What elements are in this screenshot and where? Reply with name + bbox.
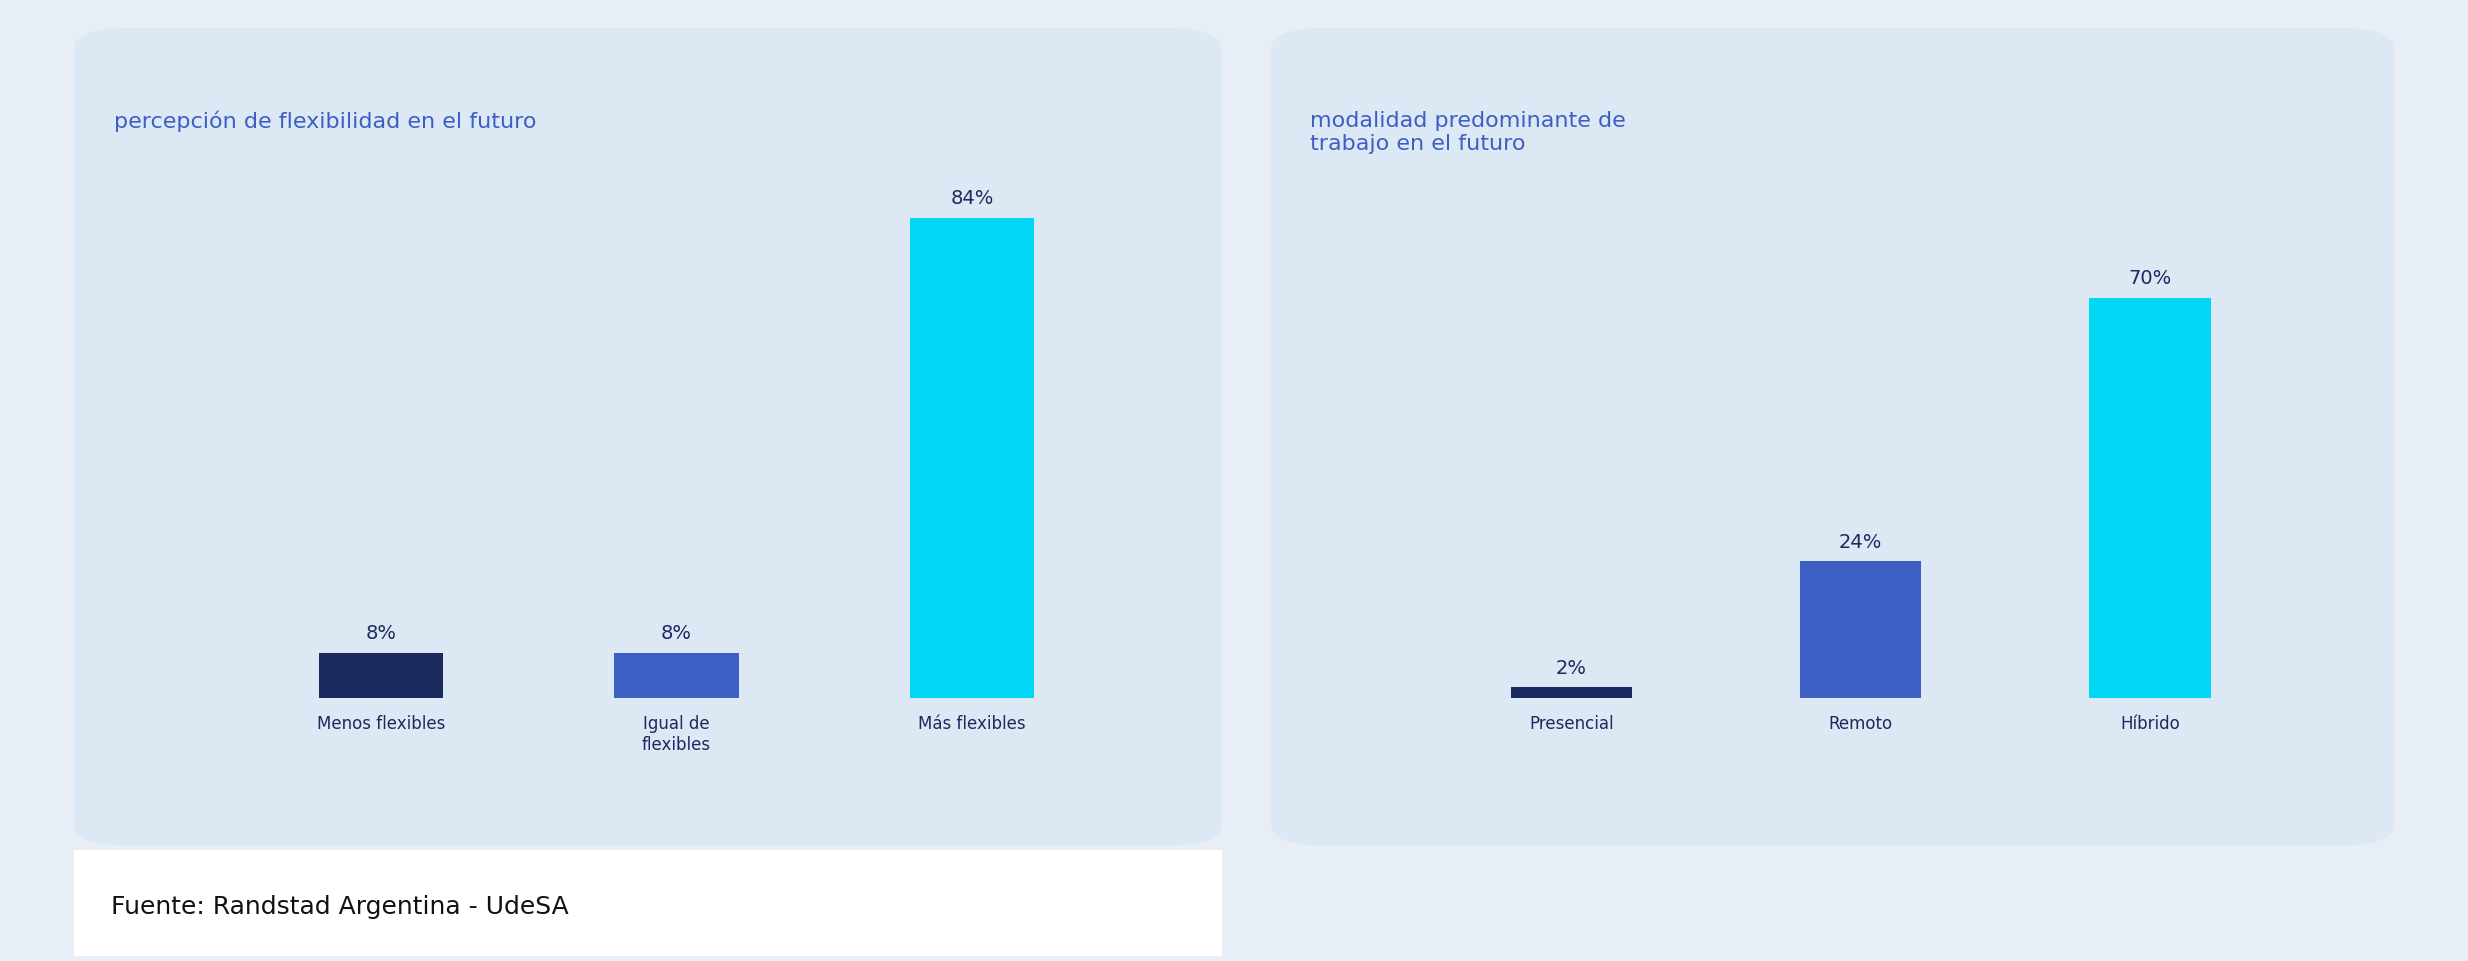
Text: percepción de flexibilidad en el futuro: percepción de flexibilidad en el futuro bbox=[114, 111, 536, 132]
Text: Fuente: Randstad Argentina - UdeSA: Fuente: Randstad Argentina - UdeSA bbox=[111, 894, 568, 918]
Text: 70%: 70% bbox=[2127, 269, 2172, 288]
Text: 2%: 2% bbox=[1555, 658, 1587, 677]
Text: modalidad predominante de
trabajo en el futuro: modalidad predominante de trabajo en el … bbox=[1311, 111, 1626, 154]
Text: 8%: 8% bbox=[365, 624, 397, 643]
Text: 84%: 84% bbox=[950, 189, 995, 208]
Bar bbox=[1510, 687, 1631, 699]
Text: 8%: 8% bbox=[661, 624, 691, 643]
Bar bbox=[318, 653, 444, 699]
Bar bbox=[615, 653, 738, 699]
Text: 24%: 24% bbox=[1839, 532, 1883, 551]
Bar bbox=[911, 218, 1034, 699]
Bar bbox=[2088, 299, 2211, 699]
Bar bbox=[1799, 561, 1920, 699]
